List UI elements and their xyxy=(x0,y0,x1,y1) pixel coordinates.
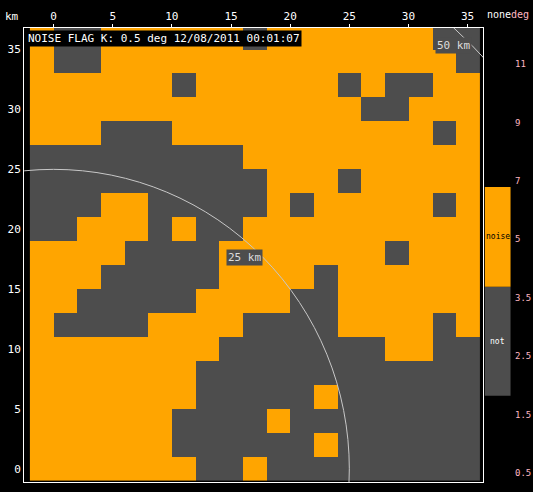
svg-text:0: 0 xyxy=(14,463,21,476)
svg-text:0.5: 0.5 xyxy=(515,468,531,478)
svg-text:25: 25 xyxy=(343,10,356,23)
svg-text:1.5: 1.5 xyxy=(515,410,531,420)
svg-text:50 km: 50 km xyxy=(437,39,470,52)
svg-text:NOISE FLAG K: 0.5 deg 12/08/20: NOISE FLAG K: 0.5 deg 12/08/2011 00:01:0… xyxy=(28,32,300,45)
svg-text:3.5: 3.5 xyxy=(515,293,531,303)
svg-text:25: 25 xyxy=(8,163,21,176)
svg-text:25 km: 25 km xyxy=(228,251,261,264)
svg-text:35: 35 xyxy=(461,10,474,23)
svg-text:7: 7 xyxy=(515,176,520,186)
svg-text:10: 10 xyxy=(165,10,178,23)
svg-text:noise: noise xyxy=(486,232,510,241)
svg-text:11: 11 xyxy=(515,59,526,69)
svg-text:20: 20 xyxy=(8,223,21,236)
svg-text:deg: deg xyxy=(511,9,529,20)
svg-text:not: not xyxy=(490,337,505,346)
svg-text:2.5: 2.5 xyxy=(515,351,531,361)
svg-text:5: 5 xyxy=(515,234,520,244)
svg-text:35: 35 xyxy=(8,43,21,56)
svg-text:5: 5 xyxy=(14,403,21,416)
svg-text:km: km xyxy=(5,10,19,23)
svg-text:15: 15 xyxy=(224,10,237,23)
svg-text:9: 9 xyxy=(515,118,520,128)
svg-text:30: 30 xyxy=(402,10,415,23)
svg-text:5: 5 xyxy=(109,10,116,23)
svg-text:0: 0 xyxy=(50,10,57,23)
svg-text:15: 15 xyxy=(8,283,21,296)
svg-text:10: 10 xyxy=(8,343,21,356)
svg-text:30: 30 xyxy=(8,103,21,116)
svg-text:none: none xyxy=(487,9,511,20)
svg-text:20: 20 xyxy=(284,10,297,23)
